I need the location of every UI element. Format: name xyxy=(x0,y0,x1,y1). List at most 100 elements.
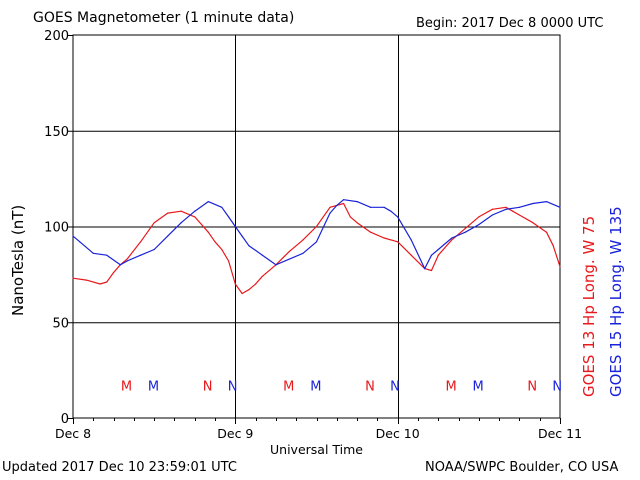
series-point xyxy=(227,260,230,262)
series-point xyxy=(180,222,182,224)
x-axis-label: Universal Time xyxy=(270,442,363,457)
begin-time: Begin: 2017 Dec 8 0000 UTC xyxy=(416,16,604,31)
series-point xyxy=(370,206,372,208)
series-point xyxy=(167,235,169,237)
x-tick-label: Dec 10 xyxy=(376,426,420,441)
series-point xyxy=(491,208,493,210)
series-point xyxy=(410,239,412,241)
series-point xyxy=(119,264,121,266)
series-point xyxy=(478,223,480,226)
series-point xyxy=(140,241,142,243)
series-point xyxy=(207,231,209,233)
series-point xyxy=(329,212,331,214)
local-time-marker: M xyxy=(283,379,294,394)
series-point xyxy=(370,231,372,233)
series-point xyxy=(248,289,250,291)
series-point xyxy=(214,241,216,243)
series-point xyxy=(545,231,548,233)
series-line xyxy=(72,202,561,295)
series-point xyxy=(518,206,521,208)
series-point xyxy=(383,206,385,208)
series-point xyxy=(126,258,128,260)
series-point xyxy=(315,225,318,228)
series-point xyxy=(545,201,548,203)
series-point xyxy=(288,258,291,260)
series-point xyxy=(532,202,534,205)
series-point xyxy=(349,216,351,218)
series-point xyxy=(478,216,480,218)
series-point xyxy=(194,216,196,218)
series-point xyxy=(356,201,358,203)
series-point xyxy=(288,250,291,252)
x-tick-label: Dec 9 xyxy=(217,426,253,441)
x-tick-label: Dec 11 xyxy=(538,426,582,441)
series-point xyxy=(505,208,507,210)
local-time-marker: M xyxy=(121,379,132,394)
series-point xyxy=(437,254,439,256)
series-point xyxy=(430,254,433,256)
series-point xyxy=(390,210,392,212)
series-point xyxy=(92,252,94,254)
series-point xyxy=(106,281,108,283)
footer-updated: Updated 2017 Dec 10 23:59:01 UTC xyxy=(2,460,237,475)
series-point xyxy=(275,264,277,266)
series-point xyxy=(112,271,115,274)
series-point xyxy=(491,214,493,216)
local-time-marker: N xyxy=(365,379,375,394)
series-point xyxy=(410,254,412,256)
series-point xyxy=(153,248,155,251)
series-point xyxy=(559,266,561,268)
series-point xyxy=(559,206,561,208)
series-point xyxy=(505,206,507,208)
series-point xyxy=(221,248,223,251)
series-point xyxy=(430,269,433,272)
series-point xyxy=(79,241,81,243)
series-point xyxy=(532,222,534,224)
series-point xyxy=(140,254,142,256)
series-point xyxy=(234,225,236,228)
local-time-marker: N xyxy=(228,379,238,394)
y-tick-label: 0 xyxy=(61,412,69,427)
series-point xyxy=(552,245,554,247)
y-tick-label: 100 xyxy=(44,221,69,236)
local-time-marker: N xyxy=(203,379,213,394)
footer-credit: NOAA/SWPC Boulder, CO USA xyxy=(425,460,619,475)
series-point xyxy=(221,206,223,208)
series-point xyxy=(72,235,74,237)
series-point xyxy=(329,206,331,208)
local-time-marker: M xyxy=(473,379,484,394)
series-point xyxy=(464,227,466,230)
series-point xyxy=(383,237,385,239)
series-point xyxy=(315,241,318,243)
y-tick-label: 150 xyxy=(44,125,69,140)
series-point xyxy=(194,210,196,212)
series-point xyxy=(241,235,243,237)
series-point xyxy=(85,279,88,281)
series-point xyxy=(106,254,108,256)
series-point xyxy=(464,231,466,233)
series-point xyxy=(126,260,128,262)
chart-title: GOES Magnetometer (1 minute data) xyxy=(33,10,295,26)
series-point xyxy=(153,222,155,224)
series-point xyxy=(437,248,439,251)
series-point xyxy=(255,283,257,285)
series-point xyxy=(356,222,358,224)
series-point xyxy=(99,283,101,285)
series-point xyxy=(248,245,250,247)
series-point xyxy=(167,212,169,214)
x-tick-label: Dec 8 xyxy=(55,426,91,441)
local-time-marker: N xyxy=(552,379,562,394)
series-point xyxy=(451,239,453,241)
series-point xyxy=(336,204,338,207)
series-point xyxy=(302,239,304,241)
series-point xyxy=(72,277,74,279)
series-point xyxy=(261,275,263,277)
series-point xyxy=(512,210,514,212)
series-point xyxy=(180,210,182,212)
series-point xyxy=(397,216,399,218)
series-point xyxy=(342,202,345,205)
local-time-marker: M xyxy=(148,379,159,394)
series-point xyxy=(451,237,453,239)
series-point xyxy=(342,199,345,201)
